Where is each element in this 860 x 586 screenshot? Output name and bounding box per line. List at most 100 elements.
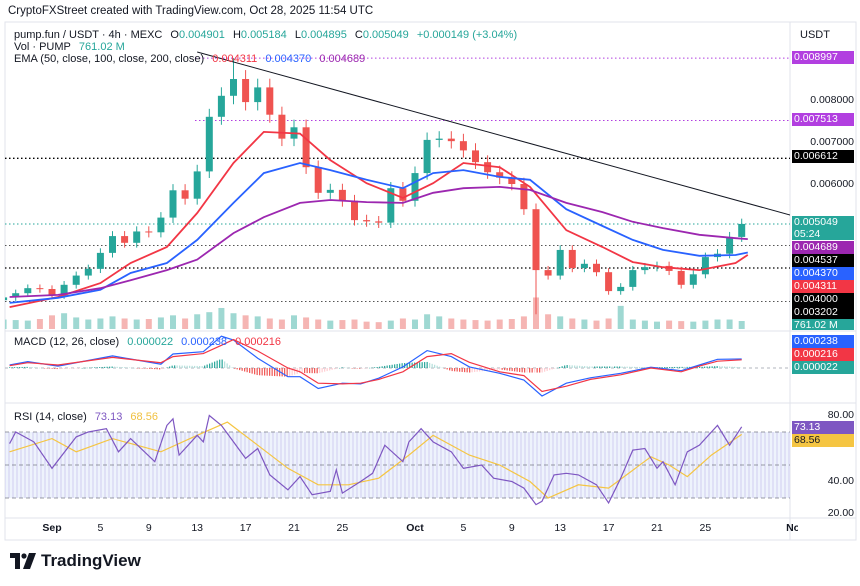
rsi-legend: RSI (14, close) 73.13 68.56 bbox=[14, 411, 163, 423]
macd-histogram-bar bbox=[199, 366, 201, 368]
macd-histogram-bar bbox=[246, 368, 248, 373]
macd-histogram-bar bbox=[34, 367, 36, 368]
volume-bar bbox=[654, 321, 660, 329]
macd-histogram-bar bbox=[109, 366, 111, 368]
ohlc-low: L0.004895 bbox=[294, 29, 347, 41]
macd-histogram-bar bbox=[711, 366, 713, 368]
candle-body bbox=[266, 87, 274, 115]
volume-bar bbox=[569, 318, 576, 329]
volume-bar bbox=[170, 315, 176, 329]
macd-histogram-bar bbox=[474, 368, 476, 373]
ema50-value: 0.004311 bbox=[212, 53, 258, 65]
macd-histogram-bar bbox=[534, 368, 536, 373]
macd-histogram-bar bbox=[81, 367, 83, 369]
candle-body bbox=[217, 95, 225, 117]
volume-bar bbox=[133, 319, 140, 329]
rsi-tick: 20.00 bbox=[827, 507, 854, 519]
volume-label[interactable]: Vol · PUMP bbox=[14, 41, 71, 53]
macd-histogram-bar bbox=[374, 367, 376, 368]
macd-histogram-bar bbox=[399, 363, 401, 368]
ema200-value: 0.004689 bbox=[319, 53, 366, 65]
macd-histogram-bar bbox=[721, 366, 723, 368]
macd-histogram-bar bbox=[314, 368, 316, 374]
level-badge-high: 0.008997 bbox=[792, 51, 854, 64]
volume-bar bbox=[339, 320, 346, 329]
macd-histogram-bar bbox=[261, 368, 263, 376]
macd-signal-value: 0.000216 bbox=[235, 336, 282, 348]
macd-histogram-bar bbox=[41, 367, 43, 369]
symbol-legend: pump.fun / USDT · 4h · MEXC O0.004901 H0… bbox=[14, 29, 522, 41]
time-axis-label: 17 bbox=[239, 522, 252, 534]
time-axis-label: 13 bbox=[191, 522, 204, 534]
volume-bar bbox=[738, 321, 745, 329]
macd-histogram-bar bbox=[99, 367, 101, 368]
macd-histogram-bar bbox=[301, 368, 303, 373]
candle-body bbox=[544, 270, 552, 276]
volume-bar bbox=[629, 319, 636, 329]
rsi-label[interactable]: RSI (14, close) bbox=[14, 411, 87, 423]
macd-histogram-bar bbox=[719, 366, 721, 368]
macd-histogram-bar bbox=[659, 367, 661, 368]
macd-histogram-bar bbox=[726, 366, 728, 368]
symbol-name[interactable]: pump.fun / USDT · 4h · MEXC bbox=[14, 29, 163, 41]
macd-histogram-bar bbox=[179, 365, 181, 368]
macd-histogram-bar bbox=[94, 367, 96, 368]
macd-histogram-bar bbox=[106, 366, 108, 368]
macd-histogram-bar bbox=[594, 366, 596, 368]
time-axis-label: 21 bbox=[651, 522, 663, 534]
macd-histogram-bar bbox=[344, 367, 346, 368]
macd-histogram-bar bbox=[291, 368, 293, 376]
price-pane[interactable] bbox=[0, 51, 790, 329]
descending-trendline bbox=[197, 51, 790, 216]
macd-histogram-bar bbox=[349, 367, 351, 369]
macd-histogram-bar bbox=[101, 366, 103, 368]
time-axis-label: 25 bbox=[699, 522, 712, 534]
macd-histogram-bar bbox=[536, 368, 538, 373]
macd-histogram-bar bbox=[461, 368, 463, 372]
macd-histogram-bar bbox=[539, 368, 541, 373]
macd-histogram-bar bbox=[274, 368, 276, 377]
macd-histogram-bar bbox=[644, 367, 646, 368]
macd-histogram-bar bbox=[341, 367, 343, 368]
candle-body bbox=[48, 289, 56, 296]
macd-histogram-bar bbox=[631, 366, 633, 368]
macd-histogram-bar bbox=[466, 368, 468, 373]
volume-bar bbox=[557, 316, 564, 329]
tradingview-logo[interactable]: TradingView bbox=[10, 551, 141, 571]
macd-histogram-bar bbox=[286, 368, 288, 377]
macd-histogram-bar bbox=[266, 368, 268, 376]
ema200-badge: 0.004689 bbox=[792, 241, 854, 254]
macd-histogram-bar bbox=[366, 368, 368, 369]
macd-histogram-bar bbox=[731, 366, 733, 368]
macd-histogram-bar bbox=[89, 367, 91, 369]
currency-label[interactable]: USDT bbox=[800, 29, 830, 41]
macd-histogram-bar bbox=[309, 368, 311, 374]
rsi-pane[interactable] bbox=[9, 414, 743, 506]
ohlc-open: O0.004901 bbox=[170, 29, 225, 41]
time-axis-label: 5 bbox=[97, 522, 104, 534]
macd-histogram-bar bbox=[319, 368, 321, 373]
macd-histogram-bar bbox=[359, 368, 361, 369]
macd-histogram-bar bbox=[431, 363, 433, 368]
volume-bar bbox=[303, 317, 310, 329]
macd-histogram-bar bbox=[239, 368, 241, 371]
volume-bar bbox=[315, 319, 322, 329]
volume-bar bbox=[436, 316, 443, 329]
macd-histogram-bar bbox=[601, 366, 603, 368]
macd-label[interactable]: MACD (12, 26, close) bbox=[14, 336, 120, 348]
macd-histogram-bar bbox=[424, 362, 426, 368]
ema-label[interactable]: EMA (50, close, 100, close, 200, close) bbox=[14, 53, 205, 65]
macd-histogram-bar bbox=[501, 368, 503, 370]
candle-countdown: 05:24 bbox=[794, 228, 821, 240]
macd-histogram-bar bbox=[629, 366, 631, 368]
macd-histogram-bar bbox=[564, 365, 566, 368]
volume-badge: 761.02 M bbox=[792, 319, 854, 330]
macd-pane[interactable] bbox=[5, 335, 790, 397]
macd-histogram-bar bbox=[479, 368, 481, 372]
macd-histogram-bar bbox=[79, 368, 81, 369]
candle-body bbox=[387, 188, 395, 223]
macd-histogram-bar bbox=[119, 366, 121, 368]
last-price-badge: 0.005049 05:24 bbox=[792, 216, 854, 240]
volume-bar bbox=[230, 313, 237, 329]
